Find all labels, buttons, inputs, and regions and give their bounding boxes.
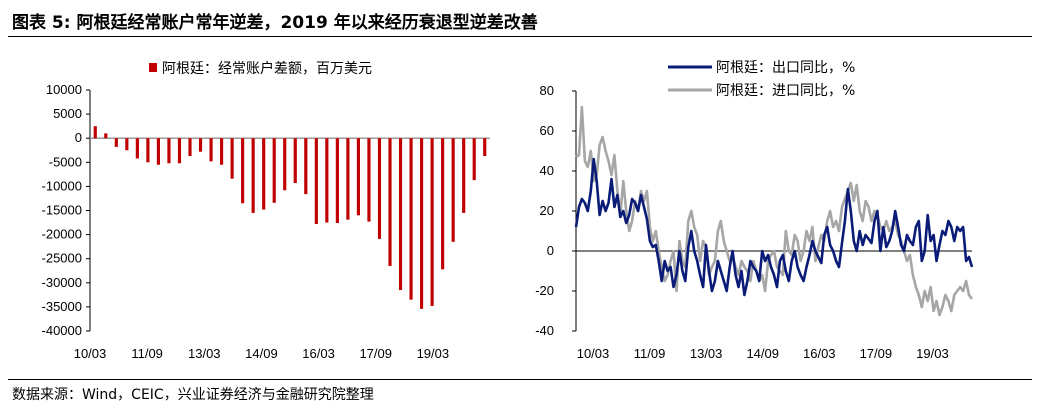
import-legend-label: 阿根廷：进口同比，% xyxy=(716,83,855,99)
right-x-tick-label: 10/03 xyxy=(577,346,610,361)
current-account-bar xyxy=(198,138,203,152)
current-account-bar xyxy=(167,138,171,164)
right-x-tick-label: 14/09 xyxy=(746,346,779,361)
left-y-tick-label: -30000 xyxy=(42,275,82,290)
right-y-tick-label: 80 xyxy=(540,83,554,98)
left-legend-label: 阿根廷：经常账户差额，百万美元 xyxy=(162,60,372,77)
right-x-tick-label: 11/09 xyxy=(634,346,666,361)
current-account-bar xyxy=(283,138,287,191)
current-account-bar xyxy=(462,138,466,213)
export-yoy-line xyxy=(574,157,974,297)
export-legend-label: 阿根廷：出口同比，% xyxy=(716,60,855,76)
current-account-bar xyxy=(146,138,150,163)
left-y-tick-label: -5000 xyxy=(49,154,82,169)
current-account-bar xyxy=(93,126,97,139)
left-y-tick-label: -10000 xyxy=(42,178,82,193)
current-account-bar xyxy=(262,138,266,210)
current-account-bar xyxy=(430,138,434,306)
current-account-bar xyxy=(125,138,129,151)
title-rule xyxy=(8,36,1032,37)
source-rule xyxy=(8,379,1032,380)
current-account-bar xyxy=(356,138,360,216)
current-account-bar xyxy=(367,138,371,222)
left-x-tick-label: 11/09 xyxy=(131,346,163,361)
left-x-tick-label: 14/09 xyxy=(245,346,278,361)
right-y-tick-label: 40 xyxy=(540,163,554,178)
current-account-bar xyxy=(293,138,297,184)
left-x-tick-label: 10/03 xyxy=(74,346,107,361)
right-x-tick-label: 19/03 xyxy=(916,346,949,361)
current-account-bar xyxy=(241,138,245,204)
right-x-tick-label: 16/03 xyxy=(803,346,836,361)
left-y-tick-label: 0 xyxy=(75,130,82,145)
left-y-tick-label: -40000 xyxy=(42,323,82,338)
current-account-bar xyxy=(472,138,476,181)
left-legend-swatch xyxy=(149,63,157,72)
current-account-bar xyxy=(314,138,318,224)
left-y-tick-label: -15000 xyxy=(42,203,82,218)
current-account-bar xyxy=(451,138,455,242)
current-account-bar xyxy=(251,138,255,213)
left-y-tick-label: 10000 xyxy=(46,82,82,97)
current-account-bar xyxy=(346,138,350,220)
left-x-tick-label: 17/09 xyxy=(359,346,392,361)
current-account-bar xyxy=(398,138,403,291)
current-account-bar xyxy=(104,133,108,139)
left-y-tick-label: -20000 xyxy=(42,227,82,242)
figure-title: 图表 5: 阿根廷经常账户常年逆差，2019 年以来经历衰退型逆差改善 xyxy=(12,13,538,33)
left-y-tick-label: 5000 xyxy=(53,106,82,121)
current-account-bar xyxy=(135,138,139,159)
source-note: 数据来源：Wind，CEIC，兴业证券经济与金融研究院整理 xyxy=(12,387,374,403)
current-account-bar xyxy=(272,138,276,203)
current-account-bar xyxy=(209,138,213,162)
left-y-tick-label: -35000 xyxy=(42,299,82,314)
current-account-bar xyxy=(335,138,339,224)
right-y-tick-label: 20 xyxy=(540,203,554,218)
current-account-bar xyxy=(441,138,445,270)
current-account-bar xyxy=(177,138,182,164)
current-account-bar xyxy=(114,138,118,147)
right-x-tick-label: 17/09 xyxy=(860,346,893,361)
left-x-tick-label: 19/03 xyxy=(417,346,450,361)
current-account-bar xyxy=(409,138,413,300)
right-y-tick-label: 0 xyxy=(547,243,554,258)
right-x-tick-label: 13/03 xyxy=(690,346,723,361)
current-account-bar xyxy=(220,138,224,165)
import-yoy-line xyxy=(575,105,974,317)
current-account-bar xyxy=(230,138,234,179)
right-y-tick-label: -20 xyxy=(535,283,554,298)
current-account-bar xyxy=(325,138,329,223)
current-account-bar xyxy=(483,138,487,157)
left-y-tick-label: -25000 xyxy=(42,251,82,266)
current-account-bar xyxy=(377,138,382,239)
current-account-bar xyxy=(388,138,392,266)
right-y-tick-label: -40 xyxy=(535,323,554,338)
right-y-tick-label: 60 xyxy=(540,123,554,138)
current-account-bar xyxy=(188,138,192,157)
current-account-bar xyxy=(156,138,160,165)
current-account-bar xyxy=(420,138,424,309)
left-x-tick-label: 13/03 xyxy=(188,346,221,361)
current-account-bar xyxy=(304,138,308,195)
left-x-tick-label: 16/03 xyxy=(302,346,335,361)
